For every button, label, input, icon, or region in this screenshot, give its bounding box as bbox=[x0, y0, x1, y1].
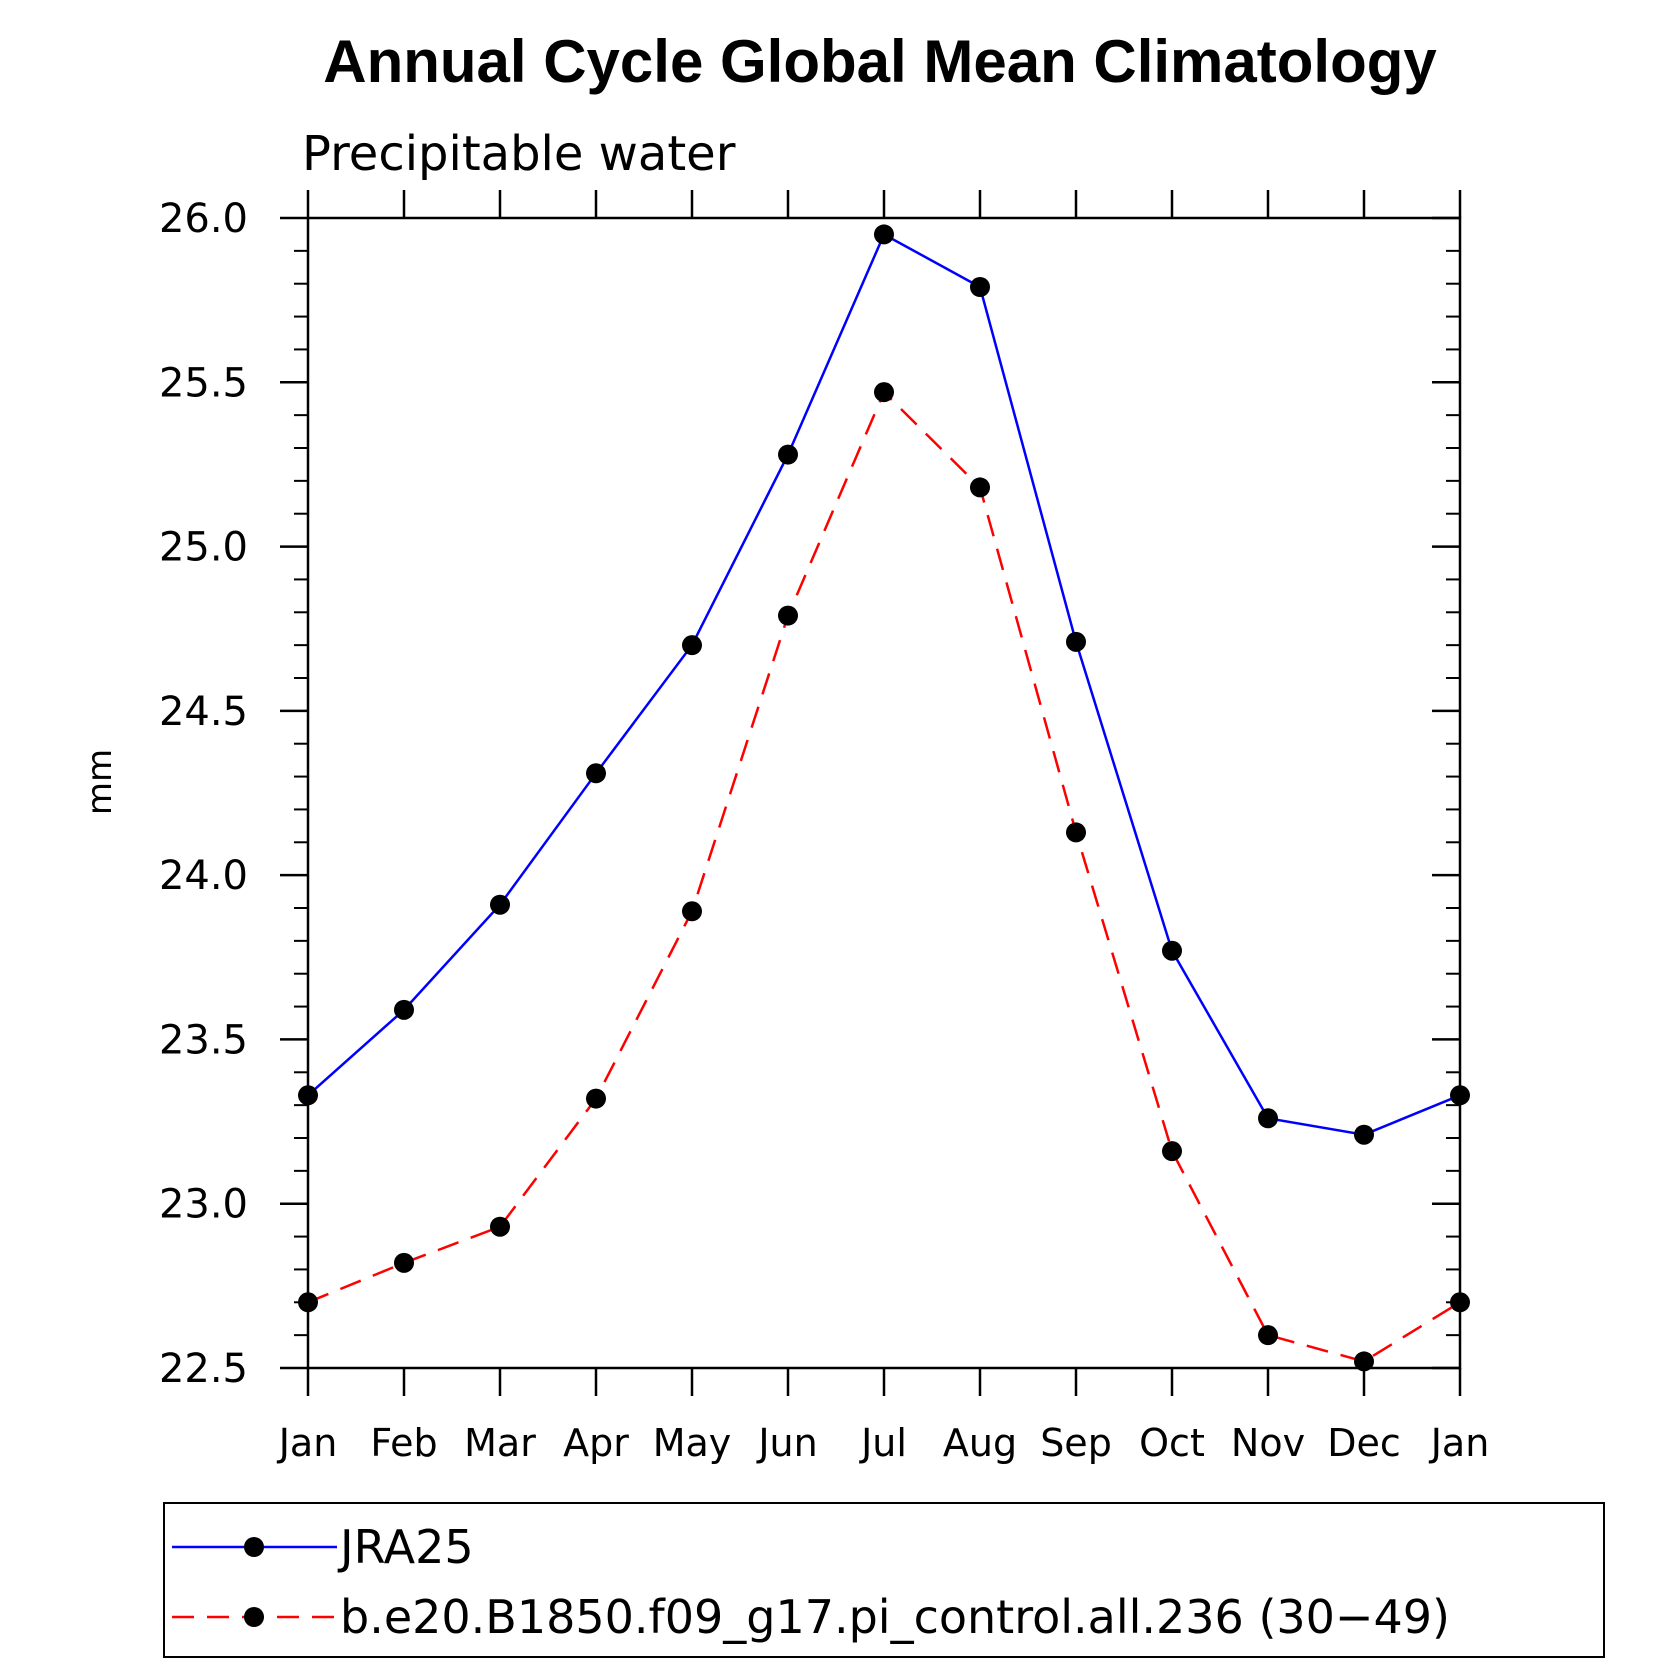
series-1-point bbox=[1450, 1292, 1470, 1313]
series-0-point bbox=[778, 444, 798, 465]
series-layer bbox=[298, 224, 1470, 1372]
legend: JRA25 b.e20.B1850.f09_g17.pi_control.all… bbox=[163, 1502, 1605, 1658]
legend-label-1: b.e20.B1850.f09_g17.pi_control.all.236 (… bbox=[340, 1590, 1450, 1644]
series-1-point bbox=[490, 1216, 510, 1237]
series-1-point bbox=[1258, 1325, 1278, 1346]
series-1-point bbox=[1354, 1351, 1374, 1372]
y-tick-label: 24.0 bbox=[159, 853, 248, 899]
series-1-point bbox=[970, 477, 990, 498]
y-tick-label: 25.5 bbox=[159, 360, 248, 406]
series-line-1 bbox=[307, 389, 1461, 1363]
series-0-point bbox=[1162, 940, 1182, 961]
series-1-point bbox=[298, 1292, 318, 1313]
x-tick-label: Feb bbox=[370, 1421, 437, 1465]
chart-title: Annual Cycle Global Mean Climatology bbox=[323, 28, 1437, 95]
x-tick-label: Apr bbox=[563, 1421, 629, 1465]
series-1-point bbox=[1066, 822, 1086, 843]
series-0-point bbox=[394, 999, 414, 1020]
x-tick-label: Mar bbox=[464, 1421, 536, 1465]
x-tick-label: May bbox=[653, 1421, 732, 1465]
x-tick-label: Jun bbox=[756, 1421, 817, 1465]
series-1-point bbox=[778, 605, 798, 626]
y-axis-label: mm bbox=[80, 749, 120, 815]
y-tick-label: 23.5 bbox=[159, 1017, 248, 1063]
y-tick-label: 26.0 bbox=[159, 196, 248, 242]
x-tick-label: Dec bbox=[1327, 1421, 1401, 1465]
series-0-point bbox=[874, 224, 894, 245]
legend-label-0: JRA25 bbox=[337, 1520, 474, 1574]
y-tick-label: 24.5 bbox=[159, 689, 248, 735]
x-tick-label: Jul bbox=[859, 1421, 907, 1465]
chart-subtitle: Precipitable water bbox=[302, 126, 736, 182]
x-tick-labels: Jan Feb Mar Apr May Jun Jul Aug Sep Oct Nov Dec Jan bbox=[277, 1421, 1490, 1465]
x-tick-label: Jan bbox=[1429, 1421, 1490, 1465]
series-1-point bbox=[1162, 1141, 1182, 1162]
series-1-point bbox=[394, 1252, 414, 1273]
x-tick-label: Nov bbox=[1231, 1421, 1305, 1465]
series-1-point bbox=[874, 382, 894, 403]
legend-marker-1 bbox=[244, 1607, 264, 1627]
x-tick-label: Oct bbox=[1139, 1421, 1205, 1465]
series-0-point bbox=[1450, 1085, 1470, 1106]
series-1-point bbox=[682, 901, 702, 922]
series-1-point bbox=[586, 1088, 606, 1109]
legend-box bbox=[163, 1502, 1605, 1658]
y-tick-labels: 22.5 23.0 23.5 24.0 24.5 25.0 25.5 26.0 bbox=[159, 196, 248, 1392]
series-0-point bbox=[970, 277, 990, 297]
series-0-point bbox=[1258, 1108, 1278, 1129]
series-0-point bbox=[490, 894, 510, 915]
series-line-0 bbox=[307, 232, 1461, 1136]
y-tick-label: 22.5 bbox=[159, 1346, 248, 1392]
x-tick-label: Jan bbox=[277, 1421, 338, 1465]
x-tick-label: Sep bbox=[1040, 1421, 1112, 1465]
series-0-point bbox=[682, 635, 702, 656]
series-0-point bbox=[1354, 1124, 1374, 1145]
y-tick-label: 23.0 bbox=[159, 1182, 248, 1228]
legend-marker-0 bbox=[244, 1537, 264, 1557]
y-tick-label: 25.0 bbox=[159, 525, 248, 571]
axis-ticks bbox=[280, 190, 1462, 1396]
series-0-point bbox=[298, 1085, 318, 1106]
series-0-point bbox=[586, 763, 606, 784]
x-tick-label: Aug bbox=[943, 1421, 1017, 1465]
series-0-point bbox=[1066, 631, 1086, 652]
